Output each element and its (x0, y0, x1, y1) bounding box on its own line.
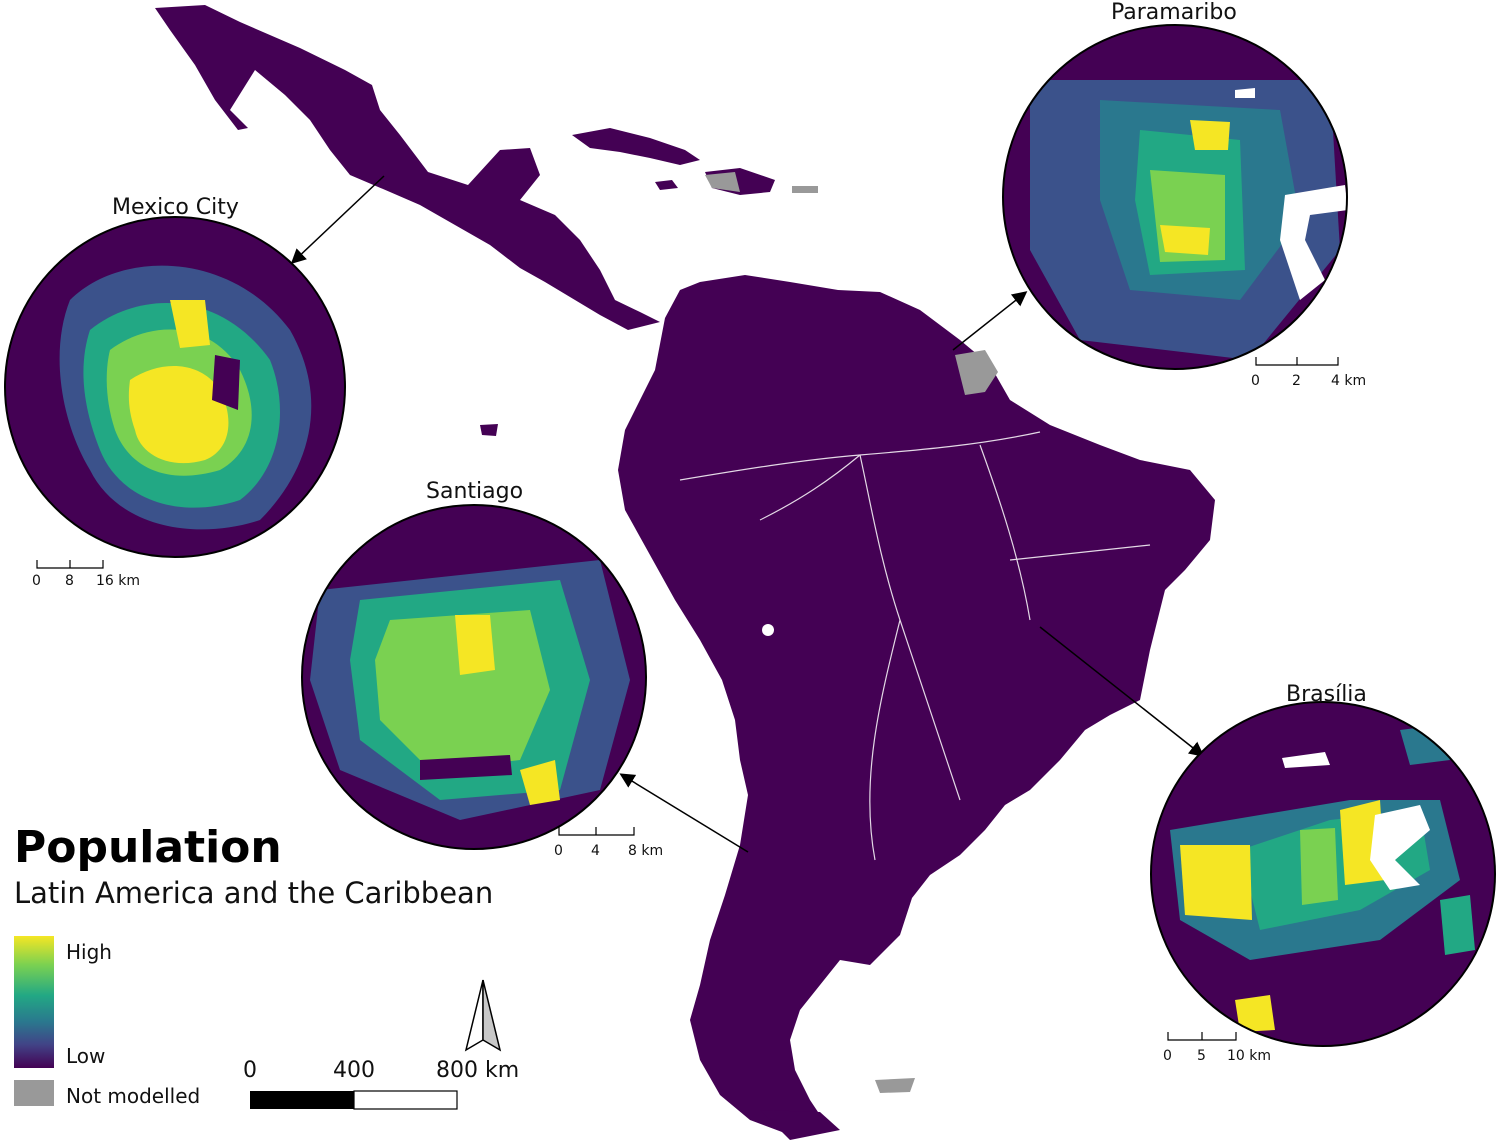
lake-titicaca (762, 624, 774, 636)
north-arrow-icon (464, 979, 502, 1052)
paramaribo-scale-mid: 2 (1292, 373, 1301, 389)
paramaribo-scale-bar (1255, 357, 1339, 366)
legend-not-modelled-swatch (14, 1080, 54, 1106)
tierra-del-fuego (760, 1110, 840, 1140)
legend-color-ramp (14, 936, 54, 1068)
french-guiana-not-modelled (955, 350, 998, 395)
santiago-scale-mid: 4 (591, 843, 600, 859)
paramaribo-arrow (952, 291, 1028, 351)
mexico-scale-mid: 8 (65, 573, 74, 589)
main-scale-bar (250, 1090, 458, 1110)
mexico-city-scale-bar (36, 560, 104, 569)
brasilia-inset-border (1150, 701, 1496, 1047)
santiago-scale-max: 8 km (628, 843, 664, 859)
brasilia-scale-0: 0 (1163, 1048, 1172, 1064)
paramaribo-inset-border (1002, 24, 1348, 370)
paramaribo-scale-max: 4 km (1331, 373, 1367, 389)
mexico-city-arrow (290, 175, 385, 265)
santiago-scale-0: 0 (554, 843, 563, 859)
santiago-inset (302, 505, 646, 849)
brasilia-arrow (1039, 626, 1205, 757)
puerto-rico-not-modelled (792, 186, 818, 193)
brasilia-scale-mid: 5 (1197, 1048, 1206, 1064)
main-scale-mid: 400 (333, 1058, 375, 1083)
mexico-city-inset-border (4, 216, 346, 558)
paramaribo-scale-0: 0 (1251, 373, 1260, 389)
brasilia-inset (1151, 702, 1495, 1046)
falklands-not-modelled (875, 1078, 915, 1093)
haiti-not-modelled (705, 172, 740, 192)
rivers (679, 431, 1151, 861)
small-island (480, 424, 498, 436)
mexico-city-title: Mexico City (112, 195, 239, 220)
jamaica-landmass (655, 180, 678, 190)
legend-low-label: Low (66, 1044, 106, 1068)
legend-title: Population (14, 822, 282, 873)
santiago-arrow (619, 773, 749, 853)
legend-subtitle: Latin America and the Caribbean (14, 876, 494, 910)
mexico-central-america-landmass (155, 5, 660, 330)
paramaribo-inset (1003, 25, 1347, 369)
mexico-city-inset (5, 217, 345, 557)
paramaribo-title: Paramaribo (1111, 0, 1237, 25)
cuba-landmass (572, 128, 700, 165)
santiago-title: Santiago (426, 479, 524, 504)
main-scale-max: 800 km (436, 1058, 520, 1083)
south-america-landmass (618, 275, 1215, 1135)
legend-not-modelled-label: Not modelled (66, 1084, 201, 1108)
brasilia-scale-max: 10 km (1227, 1048, 1272, 1064)
brasilia-scale-bar (1167, 1032, 1237, 1041)
santiago-scale-bar (558, 827, 635, 836)
mexico-scale-0: 0 (32, 573, 41, 589)
legend-high-label: High (66, 940, 112, 964)
brasilia-title: Brasília (1286, 682, 1367, 707)
santiago-inset-border (301, 504, 647, 850)
main-scale-0: 0 (243, 1058, 257, 1083)
mexico-scale-max: 16 km (96, 573, 141, 589)
